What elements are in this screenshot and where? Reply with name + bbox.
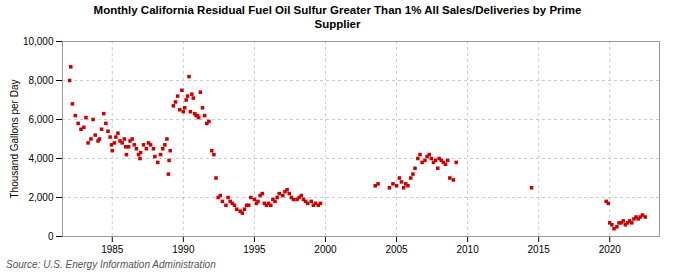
svg-text:2,000: 2,000 <box>28 192 53 203</box>
svg-text:4,000: 4,000 <box>28 153 53 164</box>
svg-text:1985: 1985 <box>101 244 124 255</box>
html-text:Source: U.S. Energy Informatio: Source: U.S. Energy Information Administ… <box>6 259 216 270</box>
svg-text:2000: 2000 <box>314 244 337 255</box>
svg-text:6,000: 6,000 <box>28 114 53 125</box>
svg-text:8,000: 8,000 <box>28 75 53 86</box>
svg-text:1990: 1990 <box>172 244 195 255</box>
html-text:Monthly California Residual Fu: Monthly California Residual Fuel Oil Sul… <box>93 4 582 30</box>
svg-text:0: 0 <box>48 231 54 242</box>
svg-text:2005: 2005 <box>385 244 408 255</box>
svg-text:2010: 2010 <box>456 244 479 255</box>
svg-text:Thousand Gallons per Day: Thousand Gallons per Day <box>9 80 20 199</box>
svg-text:2020: 2020 <box>599 244 622 255</box>
svg-text:10,000: 10,000 <box>23 36 54 47</box>
svg-text:1995: 1995 <box>243 244 266 255</box>
svg-text:2015: 2015 <box>528 244 551 255</box>
